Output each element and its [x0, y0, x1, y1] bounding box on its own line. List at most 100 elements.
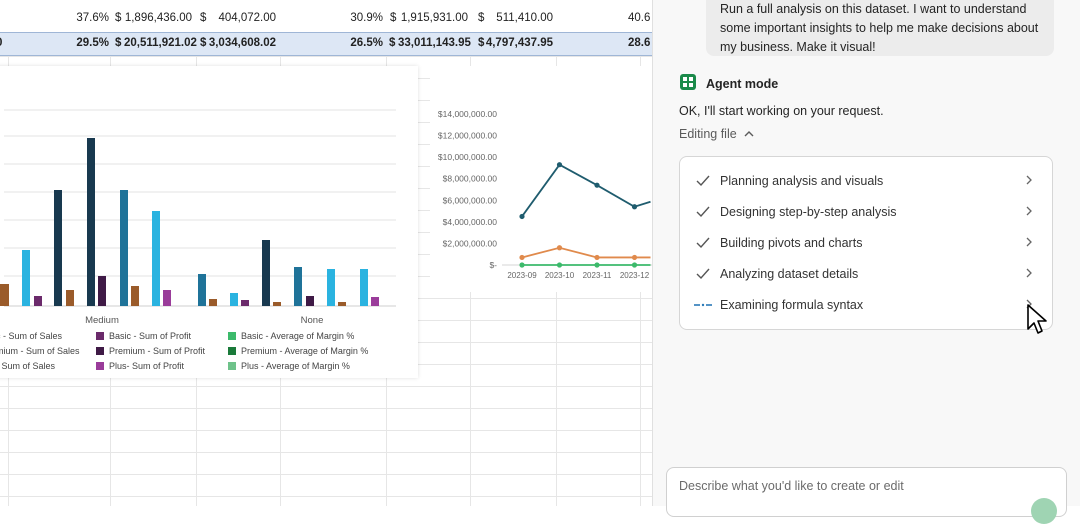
legend-swatch	[228, 362, 236, 370]
x-tick-label: 2023-11	[583, 271, 612, 280]
agent-message: OK, I'll start working on your request.	[679, 104, 884, 118]
cell[interactable]: $	[200, 37, 207, 49]
x-tick-label: 2023-09	[507, 271, 537, 280]
cell[interactable]: 37.6%	[76, 12, 109, 24]
y-tick-label: $12,000,000.00	[438, 131, 497, 141]
data-point	[519, 262, 525, 268]
send-button[interactable]	[1031, 498, 1057, 524]
chevron-right-icon	[1026, 237, 1032, 247]
chat-input-box[interactable]	[666, 467, 1067, 517]
chevron-up-icon	[744, 131, 754, 137]
cell[interactable]: 28.6	[628, 37, 651, 49]
bar-chart[interactable]: Medium None c - Sum of Sales mium - Sum of …	[0, 66, 418, 378]
cell[interactable]: 4,797,437.95	[485, 37, 553, 49]
excel-agent-icon	[680, 74, 696, 90]
category-label: Medium	[85, 315, 119, 326]
series-line	[521, 163, 651, 217]
legend-swatch	[96, 332, 104, 340]
step-item[interactable]: Building pivots and charts	[680, 229, 1052, 257]
cell[interactable]: $	[478, 12, 485, 24]
chevron-right-icon	[1026, 206, 1032, 216]
legend-swatch	[228, 347, 236, 355]
line-chart-svg: $14,000,000.00 $12,000,000.00 $10,000,000.…	[438, 109, 652, 280]
steps-card: Planning analysis and visuals Designing …	[679, 156, 1053, 330]
checkmark-icon	[696, 175, 710, 187]
chat-input[interactable]	[677, 476, 1051, 496]
bar	[371, 297, 379, 306]
data-point	[631, 204, 638, 210]
cell[interactable]: $	[478, 37, 485, 49]
data-point	[519, 213, 525, 220]
cell[interactable]: $	[390, 12, 397, 24]
step-label: Building pivots and charts	[720, 236, 863, 250]
cell[interactable]: 1,915,931.00	[400, 12, 468, 24]
cell[interactable]: 1,896,436.00	[124, 12, 192, 24]
y-tick-label: $10,000,000.00	[438, 152, 497, 162]
data-point	[556, 245, 563, 251]
cell[interactable]: 40.6	[628, 12, 651, 24]
legend-entry: c - Sum of Sales	[0, 331, 63, 341]
cell[interactable]: 511,410.00	[496, 12, 553, 24]
y-tick-label: $14,000,000.00	[438, 109, 497, 119]
cell[interactable]: $	[115, 12, 122, 24]
x-tick-label: 2023-10	[545, 271, 575, 280]
cell[interactable]: 30.9%	[350, 12, 383, 24]
cell[interactable]: $	[115, 37, 122, 49]
data-point	[519, 254, 525, 261]
checkmark-icon	[696, 268, 710, 280]
legend-swatch	[96, 362, 104, 370]
step-label: Examining formula syntax	[720, 298, 864, 312]
user-message-line: my business. Make it visual!	[720, 40, 876, 54]
y-tick-label: $2,000,000.00	[443, 238, 498, 248]
legend-entry: mium - Sum of Sales	[0, 346, 80, 356]
legend-entry: Plus - Average of Margin %	[241, 361, 350, 371]
data-point	[556, 262, 563, 268]
bar	[54, 190, 62, 306]
category-label: None	[301, 315, 324, 326]
data-point	[631, 254, 638, 261]
cell[interactable]: $	[200, 12, 207, 24]
bar	[0, 284, 9, 306]
bar	[87, 138, 95, 306]
bar	[66, 290, 74, 306]
step-item[interactable]: Examining formula syntax	[680, 291, 1052, 319]
legend-entry: Basic - Sum of Profit	[109, 331, 192, 341]
cell[interactable]: 29.5%	[76, 37, 109, 49]
data-point	[594, 254, 600, 261]
bar	[22, 250, 30, 306]
table-row-total[interactable]: 0 29.5% $ 20,511,921.02 $ 3,034,608.02 2…	[0, 32, 652, 56]
data-point	[594, 262, 600, 268]
x-tick-label: 2023-12	[620, 271, 650, 280]
y-tick-label: $6,000,000.00	[443, 195, 498, 205]
cell[interactable]: 26.5%	[350, 37, 383, 49]
table-row[interactable]: 37.6% $ 1,896,436.00 $ 404,072.00 30.9% …	[0, 8, 652, 30]
cell[interactable]: 404,072.00	[218, 12, 276, 24]
bar	[152, 211, 160, 306]
bar	[241, 300, 249, 306]
legend-entry: Premium - Sum of Profit	[109, 346, 206, 356]
bar-chart-svg: Medium None c - Sum of Sales mium - Sum of …	[0, 109, 396, 371]
cell[interactable]: 33,011,143.95	[398, 37, 471, 49]
legend-swatch	[96, 347, 104, 355]
y-tick-label: $4,000,000.00	[443, 217, 498, 227]
step-item[interactable]: Analyzing dataset details	[680, 260, 1052, 288]
legend-swatch	[228, 332, 236, 340]
step-item[interactable]: Designing step-by-step analysis	[680, 198, 1052, 226]
bar	[230, 293, 238, 306]
bar	[120, 190, 128, 306]
checkmark-icon	[696, 237, 710, 249]
cell[interactable]: 0	[0, 37, 2, 49]
editing-file-toggle[interactable]: Editing file	[679, 127, 754, 141]
chevron-right-icon	[1026, 175, 1032, 185]
step-label: Designing step-by-step analysis	[720, 205, 897, 219]
cell[interactable]: $	[389, 37, 396, 49]
agent-title: Agent mode	[706, 77, 779, 91]
spreadsheet-area[interactable]: 37.6% $ 1,896,436.00 $ 404,072.00 30.9% …	[0, 0, 652, 506]
loading-dash-icon	[694, 303, 712, 307]
cell[interactable]: 20,511,921.02	[124, 37, 197, 49]
line-chart[interactable]: $14,000,000.00 $12,000,000.00 $10,000,000.…	[430, 66, 652, 292]
data-point	[556, 162, 563, 168]
cell[interactable]: 3,034,608.02	[208, 37, 276, 49]
step-item[interactable]: Planning analysis and visuals	[680, 167, 1052, 195]
user-message-line: Run a full analysis on this dataset. I w…	[720, 2, 1027, 16]
